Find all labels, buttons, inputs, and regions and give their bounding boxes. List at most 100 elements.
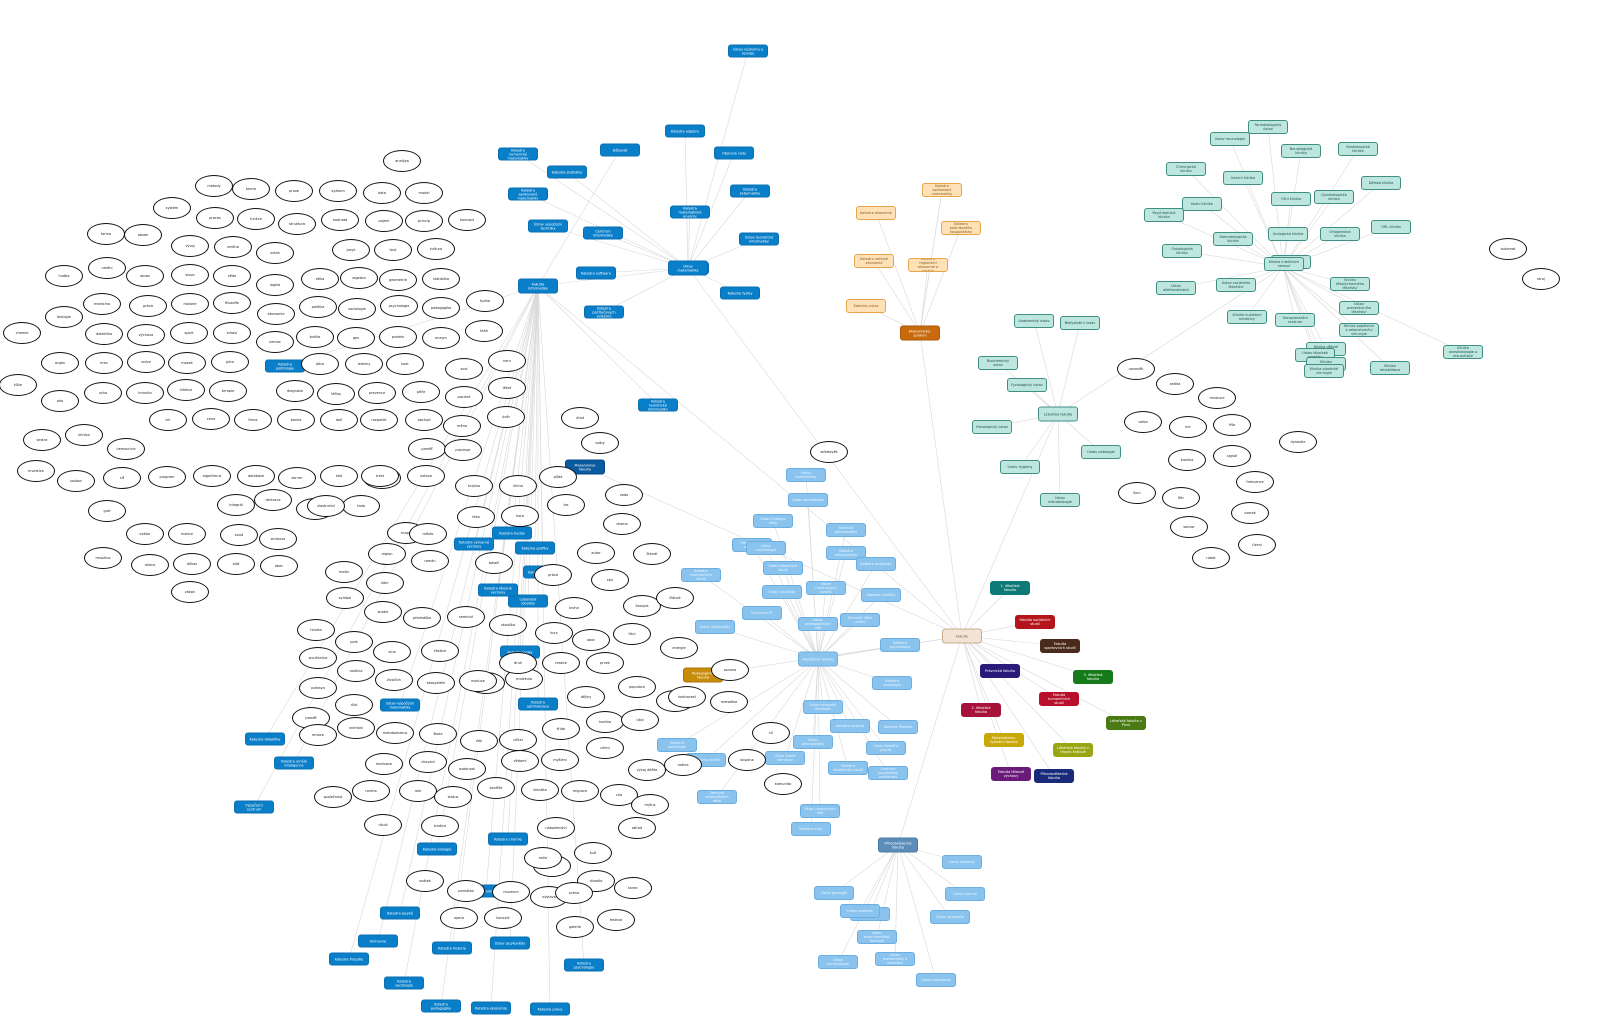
concept-oval[interactable]: evoluce <box>459 670 497 692</box>
topic-node[interactable]: Katedra kybernetiky <box>730 184 770 198</box>
concept-oval[interactable]: učitel <box>499 729 537 751</box>
topic-node[interactable]: Katedra optimalizace <box>518 697 558 711</box>
concept-oval[interactable]: časopis <box>623 595 661 617</box>
concept-oval[interactable]: banka <box>277 409 315 431</box>
topic-node[interactable]: Katedra biologie <box>417 842 457 856</box>
concept-oval[interactable]: vztah <box>256 242 294 264</box>
concept-oval[interactable]: migrace <box>561 780 599 802</box>
concept-oval[interactable]: koncert <box>484 907 522 929</box>
concept-oval[interactable]: věda <box>213 265 251 287</box>
topic-node[interactable]: Ústav teoretické informatiky <box>739 232 779 246</box>
topic-node[interactable]: Ústav matematiky a statistiky <box>875 952 915 966</box>
concept-oval[interactable]: změna <box>214 236 252 258</box>
concept-oval[interactable]: báseň <box>475 552 513 574</box>
concept-oval[interactable]: pedagogika <box>422 297 460 319</box>
concept-oval[interactable]: mír <box>1169 416 1207 438</box>
concept-oval[interactable]: cena <box>192 408 230 430</box>
concept-oval[interactable]: gen <box>337 327 375 349</box>
topic-node[interactable]: Katedra počítačových systémů <box>584 305 624 319</box>
concept-oval[interactable]: titul <box>613 623 651 645</box>
concept-oval[interactable]: výzkum <box>319 180 357 202</box>
topic-node[interactable]: Oborové rady <box>714 146 754 160</box>
topic-node[interactable]: Klinika rehabilitace <box>1370 361 1410 375</box>
topic-node[interactable]: Katedra filozofie <box>878 720 918 734</box>
concept-oval[interactable]: kniha <box>555 597 593 619</box>
topic-node[interactable]: Ústav muzikologie <box>746 541 786 555</box>
concept-oval[interactable]: soud <box>220 524 258 546</box>
topic-node[interactable]: Fakulta humanitních studií <box>1039 692 1079 706</box>
concept-oval[interactable]: frekvence <box>1236 471 1274 493</box>
topic-node[interactable]: Ústav pedagogických věd <box>798 617 838 631</box>
topic-node[interactable]: Ústav botaniky <box>942 855 982 869</box>
concept-oval[interactable]: funkce <box>237 208 275 230</box>
concept-oval[interactable]: ucho <box>84 382 122 404</box>
topic-node[interactable]: Katedra ekonomie <box>471 1001 511 1015</box>
concept-oval[interactable]: imunita <box>126 382 164 404</box>
concept-oval[interactable]: terapie <box>209 380 247 402</box>
concept-oval[interactable]: senzor <box>1170 516 1208 538</box>
topic-node[interactable]: Katedra jazyků <box>380 906 420 920</box>
concept-oval[interactable]: databáze <box>237 465 275 487</box>
topic-node[interactable]: Katedra anglistiky <box>856 557 896 571</box>
concept-oval[interactable]: sport <box>170 322 208 344</box>
topic-node[interactable]: Farmakologický ústav <box>1248 120 1288 134</box>
concept-oval[interactable]: pole <box>335 631 373 653</box>
concept-oval[interactable]: přednáška <box>403 607 441 629</box>
concept-oval[interactable]: relace <box>131 554 169 576</box>
concept-oval[interactable]: galerie <box>556 916 594 938</box>
concept-oval[interactable]: říše <box>1213 414 1251 436</box>
concept-oval[interactable]: hodnocení <box>668 686 706 708</box>
concept-oval[interactable]: řízení <box>1238 534 1276 556</box>
topic-node[interactable]: Ústav klasických studií <box>763 561 803 575</box>
concept-oval[interactable]: text <box>374 239 412 261</box>
concept-oval[interactable]: dějiny <box>567 686 605 708</box>
concept-oval[interactable]: kost <box>386 353 424 375</box>
topic-node[interactable]: Katedra historie <box>830 719 870 733</box>
concept-oval[interactable]: tkáň <box>465 320 503 342</box>
topic-node[interactable]: Výpočetní centrum <box>234 800 274 814</box>
concept-oval[interactable]: proces <box>196 207 234 229</box>
topic-node[interactable]: Ústav románských jazyků <box>806 581 846 595</box>
concept-oval[interactable]: zkouška <box>489 614 527 636</box>
concept-oval[interactable]: oko <box>41 390 79 412</box>
concept-oval[interactable]: náboženství <box>537 817 575 839</box>
topic-node[interactable]: Transplantační centrum <box>1275 313 1315 327</box>
topic-node[interactable]: 2. lékařská fakulta <box>961 703 1001 717</box>
topic-node[interactable]: Katedra didaktiky <box>245 732 285 746</box>
concept-oval[interactable]: klima <box>499 475 537 497</box>
concept-oval[interactable]: krajina <box>455 475 493 497</box>
topic-node[interactable]: Ortopedická klinika <box>1320 227 1360 241</box>
concept-oval[interactable]: úřad <box>561 407 599 429</box>
concept-oval[interactable]: festival <box>597 909 635 931</box>
topic-node[interactable]: Ústav biochemie <box>916 973 956 987</box>
topic-node[interactable]: Katedra práva <box>530 1002 570 1016</box>
concept-oval[interactable]: norma <box>352 780 390 802</box>
concept-oval[interactable]: smlouva <box>259 528 297 550</box>
concept-oval[interactable]: program <box>148 466 186 488</box>
concept-oval[interactable]: rodina <box>664 754 702 776</box>
concept-oval[interactable]: půda <box>539 466 577 488</box>
concept-oval[interactable]: graf <box>88 500 126 522</box>
concept-oval[interactable]: koncept <box>448 209 486 231</box>
topic-node[interactable]: Kožní klinika <box>1182 197 1222 211</box>
topic-node[interactable]: Fakulta sportovních studií <box>1040 639 1080 653</box>
concept-oval[interactable]: opera <box>440 907 478 929</box>
concept-oval[interactable]: lékař <box>488 377 526 399</box>
concept-oval[interactable]: emoce <box>299 724 337 746</box>
concept-oval[interactable]: drama <box>603 513 641 535</box>
topic-node[interactable]: Katedra práva <box>846 299 886 313</box>
concept-oval[interactable]: antika <box>1156 373 1194 395</box>
concept-oval[interactable]: daň <box>320 409 358 431</box>
concept-oval[interactable]: sestra <box>23 429 61 451</box>
concept-oval[interactable]: novověk <box>1117 358 1155 380</box>
topic-node[interactable]: Matematicko-fyzikální fakulta <box>984 733 1024 747</box>
topic-node[interactable]: Biofyzikální ústav <box>1060 316 1100 330</box>
concept-oval[interactable]: řada <box>342 495 380 517</box>
concept-oval[interactable]: symbol <box>326 587 364 609</box>
concept-oval[interactable]: metabolismus <box>376 722 414 744</box>
concept-oval[interactable]: derivace <box>254 489 292 511</box>
concept-oval[interactable]: druh <box>499 652 537 674</box>
concept-oval[interactable]: čtenář <box>633 543 671 565</box>
topic-node[interactable]: Klinika anesteziologie a resuscitace <box>1443 345 1483 359</box>
topic-node[interactable]: Katedra etiky <box>791 822 831 836</box>
